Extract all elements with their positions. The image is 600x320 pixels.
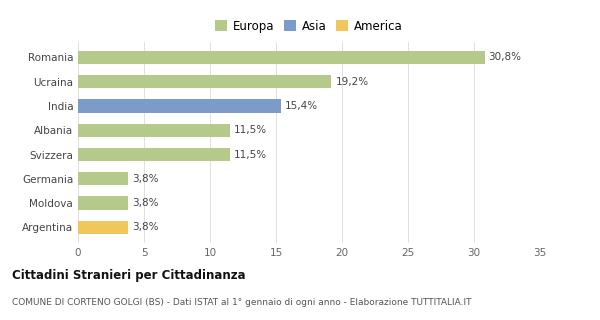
Bar — [78, 99, 281, 113]
Text: 3,8%: 3,8% — [132, 222, 158, 232]
Bar — [78, 172, 128, 186]
Legend: Europa, Asia, America: Europa, Asia, America — [213, 17, 405, 35]
Text: COMUNE DI CORTENO GOLGI (BS) - Dati ISTAT al 1° gennaio di ogni anno - Elaborazi: COMUNE DI CORTENO GOLGI (BS) - Dati ISTA… — [12, 298, 472, 307]
Text: 11,5%: 11,5% — [234, 125, 267, 135]
Bar — [78, 196, 128, 210]
Text: 30,8%: 30,8% — [488, 52, 521, 62]
Bar — [78, 148, 230, 161]
Text: 3,8%: 3,8% — [132, 174, 158, 184]
Text: 19,2%: 19,2% — [335, 77, 368, 87]
Bar — [78, 124, 230, 137]
Bar — [78, 75, 331, 88]
Text: 11,5%: 11,5% — [234, 149, 267, 160]
Bar — [78, 221, 128, 234]
Text: 3,8%: 3,8% — [132, 198, 158, 208]
Bar — [78, 51, 485, 64]
Text: Cittadini Stranieri per Cittadinanza: Cittadini Stranieri per Cittadinanza — [12, 269, 245, 282]
Text: 15,4%: 15,4% — [285, 101, 319, 111]
